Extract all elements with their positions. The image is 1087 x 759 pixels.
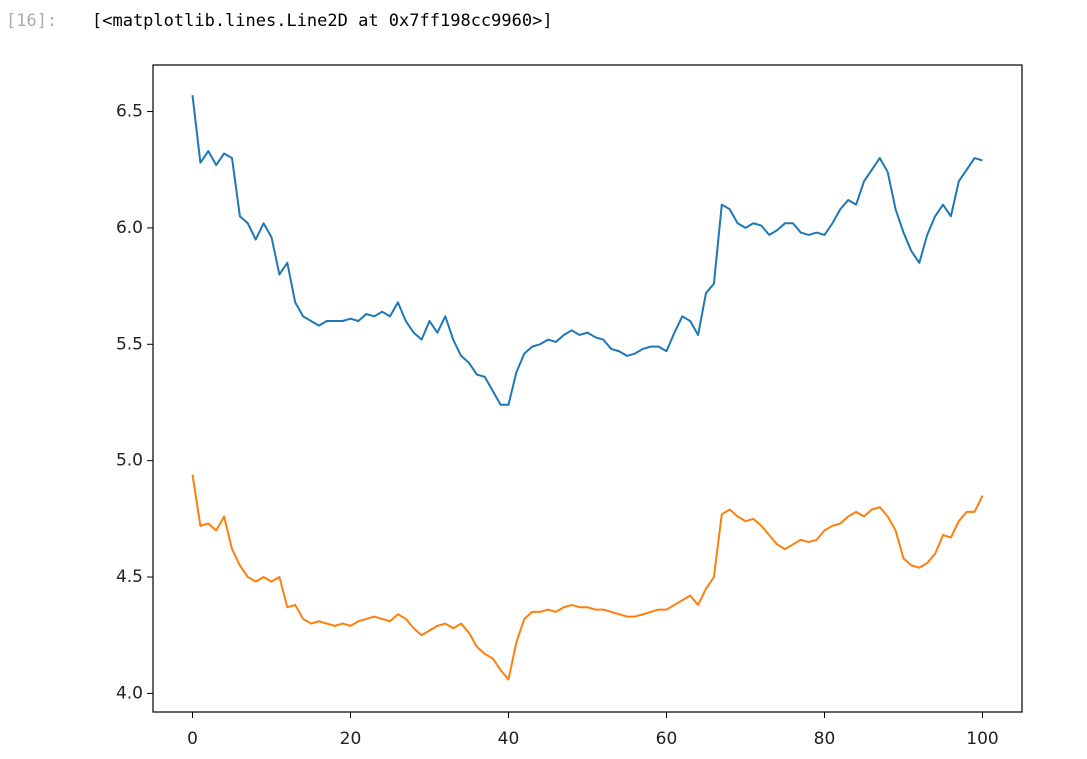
x-tick-label: 40 (498, 729, 520, 749)
axes-frame (152, 64, 1023, 713)
series-line (191, 474, 984, 681)
y-tick-label: 6.0 (116, 218, 143, 238)
x-tick-label: 80 (814, 729, 836, 749)
x-tick-label: 100 (966, 729, 998, 749)
x-tick-label: 60 (656, 729, 678, 749)
cell-prompt: [16]: (6, 11, 57, 31)
y-tick-label: 5.0 (116, 451, 143, 471)
y-tick-label: 4.5 (116, 567, 143, 587)
y-tick-label: 5.5 (116, 334, 143, 354)
cell-output: [<matplotlib.lines.Line2D at 0x7ff198cc9… (92, 11, 553, 31)
x-tick-label: 20 (340, 729, 362, 749)
series-line (191, 95, 983, 406)
x-tick-label: 0 (187, 729, 198, 749)
y-tick-label: 6.5 (116, 102, 143, 122)
y-tick-label: 4.0 (116, 683, 143, 703)
